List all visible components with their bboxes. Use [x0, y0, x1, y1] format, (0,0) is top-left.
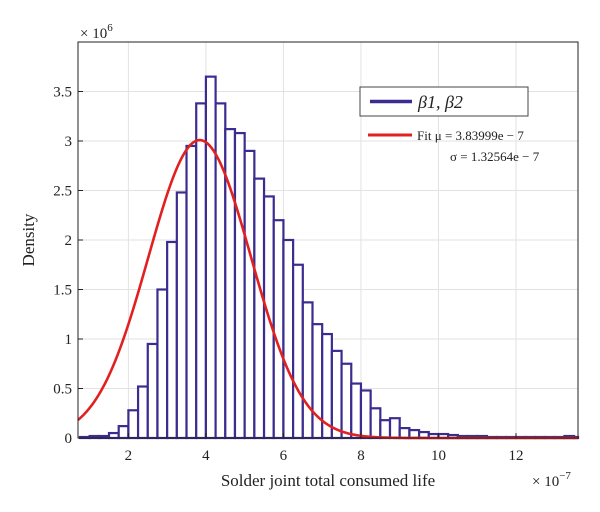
x-multiplier-exponent: −7	[559, 470, 571, 482]
histogram-bar	[350, 382, 363, 440]
x-tick-label: 4	[202, 448, 210, 464]
y-tick-label: 0.5	[53, 382, 72, 398]
histogram-bar	[369, 407, 382, 440]
x-multiplier-base: × 10	[532, 474, 559, 490]
histogram-bar	[292, 263, 304, 440]
histogram-bar	[243, 149, 256, 440]
histogram-bar	[330, 349, 343, 440]
histogram-bar	[156, 288, 169, 440]
legend-mu-text: μ = 3.83999e − 7	[435, 128, 525, 143]
histogram-bar	[379, 419, 392, 440]
y-tick-label: 3.5	[53, 85, 72, 101]
histogram-bar	[185, 144, 198, 440]
y-tick-labels: 0 0.5 1 1.5 2 2.5 3 3.5	[53, 85, 83, 447]
histogram-bar	[195, 102, 208, 440]
x-axis-title: Solder joint total consumed life	[221, 471, 435, 490]
y-tick-label: 1	[65, 332, 73, 348]
x-multiplier-label: × 10−7	[532, 470, 571, 490]
histogram-bar	[117, 425, 130, 440]
x-tick-labels: 2 4 6 8 10 12	[125, 433, 523, 464]
y-multiplier-label: × 106	[80, 22, 113, 42]
histogram-bar	[301, 301, 314, 440]
histogram-bar	[204, 75, 217, 440]
histogram-bar	[107, 431, 120, 440]
legend-fit-text: Fit μ = 3.83999e − 7	[417, 128, 524, 143]
histogram-bar	[398, 427, 411, 440]
histogram-bar	[340, 362, 353, 440]
y-tick-label: 0	[65, 431, 73, 447]
legend-histogram-label: β1, β2	[417, 92, 463, 112]
y-tick-label: 2.5	[53, 184, 72, 200]
y-axis-title: Density	[19, 213, 38, 266]
x-tick-label: 12	[508, 448, 523, 464]
histogram-bar	[175, 191, 188, 440]
histogram-bar	[253, 177, 266, 440]
histogram-bar	[214, 102, 227, 440]
legend-fit-prefix: Fit	[417, 128, 432, 143]
y-multiplier-base: × 10	[80, 26, 107, 42]
histogram-bar	[359, 389, 372, 440]
histogram-bar	[166, 240, 178, 440]
x-tick-label: 2	[125, 448, 133, 464]
legend: β1, β2 Fit μ = 3.83999e − 7 σ = 1.32564e…	[359, 86, 540, 164]
x-tick-label: 6	[280, 448, 288, 464]
histogram-bar	[136, 385, 149, 440]
y-tick-label: 1.5	[53, 283, 72, 299]
histogram-bar	[233, 131, 246, 440]
y-tick-label: 3	[65, 134, 73, 150]
x-tick-label: 8	[357, 448, 365, 464]
x-tick-label: 10	[431, 448, 446, 464]
histogram-bar	[272, 219, 285, 440]
legend-sigma-text: σ = 1.32564e − 7	[450, 149, 540, 164]
histogram-bar	[282, 238, 295, 440]
histogram-bar	[388, 417, 401, 440]
histogram-bar	[146, 342, 159, 440]
histogram-bar	[127, 409, 140, 440]
y-multiplier-exponent: 6	[107, 22, 113, 34]
y-tick-label: 2	[65, 233, 73, 249]
